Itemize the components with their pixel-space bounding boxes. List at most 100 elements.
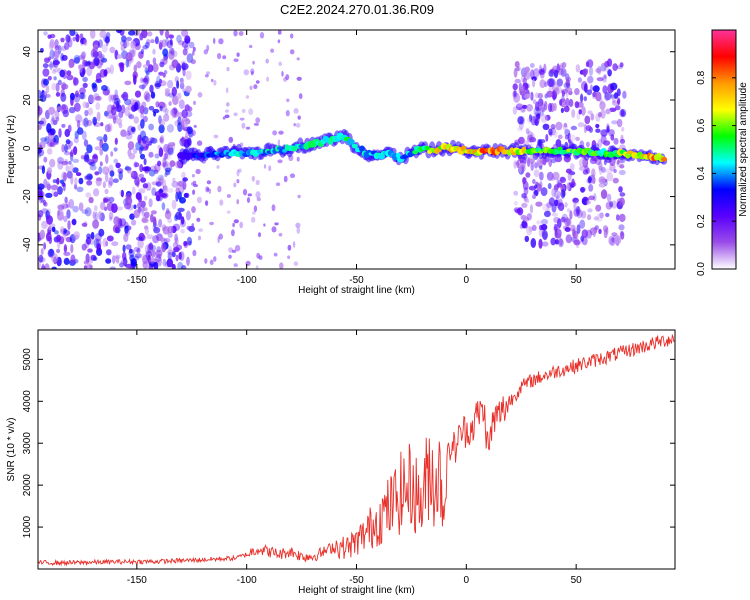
spectrogram-noise-blob <box>164 172 168 177</box>
spectrogram-noise-blob <box>539 224 543 231</box>
spectrogram-noise-blob <box>236 199 240 205</box>
spectrogram-noise-blob <box>233 112 238 117</box>
spectrogram-noise-blob <box>167 188 174 193</box>
spectrogram-noise-blob <box>146 234 154 240</box>
spectrogram-noise-blob <box>577 77 583 83</box>
spectrogram-noise-blob <box>290 33 294 39</box>
spectrogram-noise-blob <box>606 193 612 202</box>
spectrogram-noise-blob <box>187 137 192 146</box>
spectrogram-noise-blob <box>265 58 270 64</box>
spectrogram-noise-blob <box>606 123 610 132</box>
spectrogram-noise-blob <box>137 238 144 249</box>
spectrogram-noise-blob <box>171 86 177 97</box>
spectrogram-noise-blob <box>152 57 157 65</box>
spectrogram-noise-blob <box>84 109 89 117</box>
spectrogram-noise-blob <box>156 75 161 86</box>
spectrogram-noise-blob <box>118 111 124 119</box>
spectrogram-noise-blob <box>581 236 588 246</box>
spectrogram-noise-blob <box>142 166 149 172</box>
x-tick-label: -50 <box>349 275 364 286</box>
spectrogram-noise-blob <box>169 39 173 46</box>
spectrogram-noise-blob <box>86 263 93 269</box>
spectrogram-noise-blob <box>542 156 547 166</box>
spectrogram-noise-blob <box>148 264 154 269</box>
spectrogram-noise-blob <box>197 92 203 98</box>
spectrogram-noise-blob <box>118 170 123 181</box>
spectrogram-noise-blob <box>609 163 616 172</box>
spectrogram-noise-blob <box>157 174 165 181</box>
spectrogram-noise-blob <box>557 134 563 140</box>
spectrogram-noise-blob <box>66 209 71 219</box>
spectrogram-noise-blob <box>548 128 553 136</box>
spectrogram-noise-blob <box>559 237 563 246</box>
spectrogram-noise-blob <box>168 101 172 106</box>
spectrogram-noise-blob <box>273 252 278 257</box>
spectrogram-noise-blob <box>162 48 169 57</box>
colorbar-label: Normalized spectral amplitude <box>738 82 749 217</box>
spectrogram-noise-blob <box>167 251 172 261</box>
spectrogram-noise-blob <box>548 197 556 207</box>
spectrogram-noise-blob <box>524 66 530 73</box>
spectrogram-noise-blob <box>153 227 161 234</box>
spectrogram-noise-blob <box>537 92 543 99</box>
spectrogram-noise-blob <box>70 254 76 264</box>
colorbar-tick-label: 0.0 <box>696 262 707 276</box>
spectrogram-noise-blob <box>140 253 147 260</box>
spectrogram-noise-blob <box>233 30 238 37</box>
spectrogram-noise-blob <box>185 131 189 139</box>
spectrogram-noise-blob <box>119 62 125 73</box>
spectrogram-noise-blob <box>248 108 254 115</box>
spectrogram-noise-blob <box>120 93 127 99</box>
spectrogram-noise-blob <box>586 89 592 96</box>
colorbar: 0.0 0.2 0.4 0.6 0.8 Normalized spectral ampl… <box>696 29 749 276</box>
spectrogram-noise-blob <box>208 188 212 194</box>
spectrogram-noise-blob <box>61 123 66 128</box>
spectrogram-noise-blob <box>561 95 565 103</box>
spectrogram-noise-blob <box>532 99 537 105</box>
spectrogram-noise-blob <box>166 144 174 155</box>
spectrogram-noise-blob <box>278 232 283 237</box>
spectrogram-noise-blob <box>250 68 255 74</box>
spectrogram-noise-blob <box>568 98 574 108</box>
spectrogram-noise-blob <box>575 136 580 142</box>
spectrogram-noise-blob <box>255 179 260 186</box>
spectrogram-noise-blob <box>147 64 154 73</box>
spectrogram-noise-blob <box>72 205 79 213</box>
spectrogram-noise-blob <box>184 118 191 125</box>
spectrogram-noise-blob <box>597 112 602 118</box>
spectrogram-noise-blob <box>47 167 53 174</box>
spectrogram-noise-blob <box>532 179 536 184</box>
spectrogram-noise-blob <box>48 63 56 68</box>
spectrogram-noise-blob <box>150 91 156 99</box>
spectrogram-noise-blob <box>546 171 554 181</box>
spectrogram-noise-blob <box>42 68 50 77</box>
spectrogram-noise-blob <box>175 211 183 220</box>
spectrogram-noise-blob <box>87 60 91 66</box>
spectrogram-noise-blob <box>171 59 179 69</box>
spectrogram-noise-blob <box>605 108 611 115</box>
spectrogram-noise-blob <box>530 238 537 248</box>
spectrogram-noise-blob <box>75 172 82 177</box>
spectrogram-noise-blob <box>621 126 625 132</box>
spectrogram-noise-blob <box>198 228 204 233</box>
spectrogram-noise-blob <box>38 147 42 154</box>
spectrogram-noise-blob <box>141 135 149 144</box>
spectrogram-noise-blob <box>178 99 185 110</box>
spectrogram-noise-blob <box>213 79 217 86</box>
spectrogram-noise-blob <box>584 115 591 125</box>
spectrogram-noise-blob <box>185 85 192 93</box>
spectrogram-noise-blob <box>172 177 176 183</box>
spectrogram-noise-blob <box>136 236 143 241</box>
spectrogram-noise-blob <box>620 231 625 240</box>
colorbar-ticks: 0.0 0.2 0.4 0.6 0.8 <box>696 70 736 276</box>
spectrogram-noise-blob <box>152 235 160 244</box>
spectrogram-noise-blob <box>61 83 69 90</box>
spectrogram-noise-blob <box>516 103 523 108</box>
spectrogram-noise-blob <box>140 118 145 129</box>
spectrogram-noise-blob <box>581 81 588 91</box>
spectrogram-noise-blob <box>551 188 556 198</box>
spectrogram-noise-blob <box>149 137 155 144</box>
spectrogram-noise-blob <box>622 90 627 99</box>
spectrogram-noise-blob <box>113 216 120 226</box>
